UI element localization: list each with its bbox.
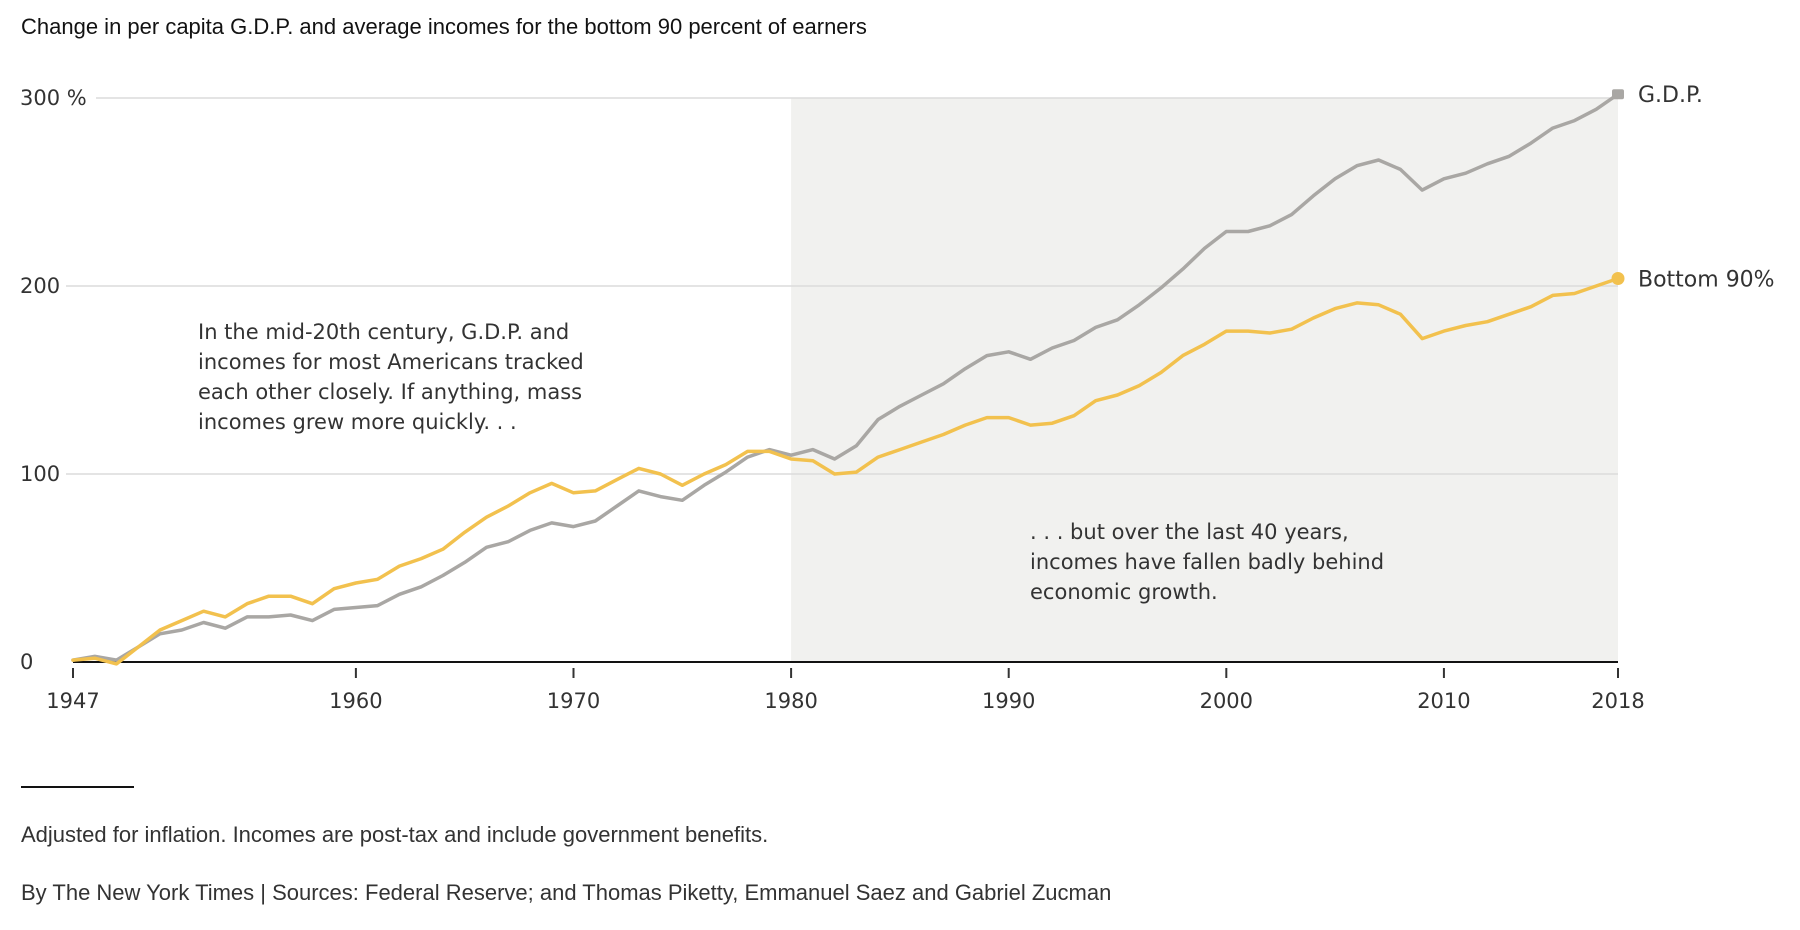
x-axis: 1947 1960 1970 1980 1990 2000 2010 2018 — [46, 668, 1645, 713]
y-tick-label: 200 — [20, 274, 60, 298]
x-tick-label: 2000 — [1200, 689, 1253, 713]
series-lines — [71, 92, 1620, 666]
x-tick-label: 1970 — [547, 689, 600, 713]
series-label: G.D.P. — [1638, 83, 1703, 108]
end-marker-square — [1612, 89, 1624, 100]
annotation-line: In the mid-20th century, G.D.P. and — [198, 320, 570, 344]
annotation-mid-century: In the mid-20th century, G.D.P. and inco… — [198, 317, 638, 437]
footnote-source: By The New York Times | Sources: Federal… — [21, 880, 1112, 905]
post-1980-shaded-region — [791, 98, 1618, 662]
y-tick-label: 100 — [20, 462, 60, 486]
annotation-last-40-years: . . . but over the last 40 years, income… — [1030, 517, 1450, 607]
y-axis: 0 100 200 300 % — [20, 86, 87, 674]
x-tick-label: 2018 — [1591, 689, 1644, 713]
annotation-line: incomes for most Americans tracked — [198, 350, 584, 374]
x-tick-label: 1947 — [46, 689, 99, 713]
x-tick-label: 1990 — [982, 689, 1035, 713]
y-tick-label: 0 — [20, 650, 33, 674]
annotation-line: . . . but over the last 40 years, — [1030, 520, 1349, 544]
annotation-line: incomes have fallen badly behind — [1030, 550, 1385, 574]
footnote-divider — [21, 786, 134, 788]
chart-title: Change in per capita G.D.P. and average … — [21, 14, 867, 39]
x-tick-label: 2010 — [1417, 689, 1470, 713]
y-tick-label: 300 % — [20, 86, 87, 110]
series-line-bottom-90- — [71, 276, 1620, 666]
series-label: Bottom 90% — [1638, 267, 1775, 292]
annotation-line: economic growth. — [1030, 580, 1218, 604]
x-tick-label: 1960 — [329, 689, 382, 713]
x-tick-label: 1980 — [764, 689, 817, 713]
annotation-line: incomes grew more quickly. . . — [198, 410, 517, 434]
series-line-g-d-p- — [71, 92, 1620, 662]
series-labels: G.D.P. Bottom 90% — [1611, 83, 1775, 292]
footnote-note: Adjusted for inflation. Incomes are post… — [21, 822, 769, 847]
end-marker-circle — [1611, 271, 1625, 285]
annotation-line: each other closely. If anything, mass — [198, 380, 583, 404]
